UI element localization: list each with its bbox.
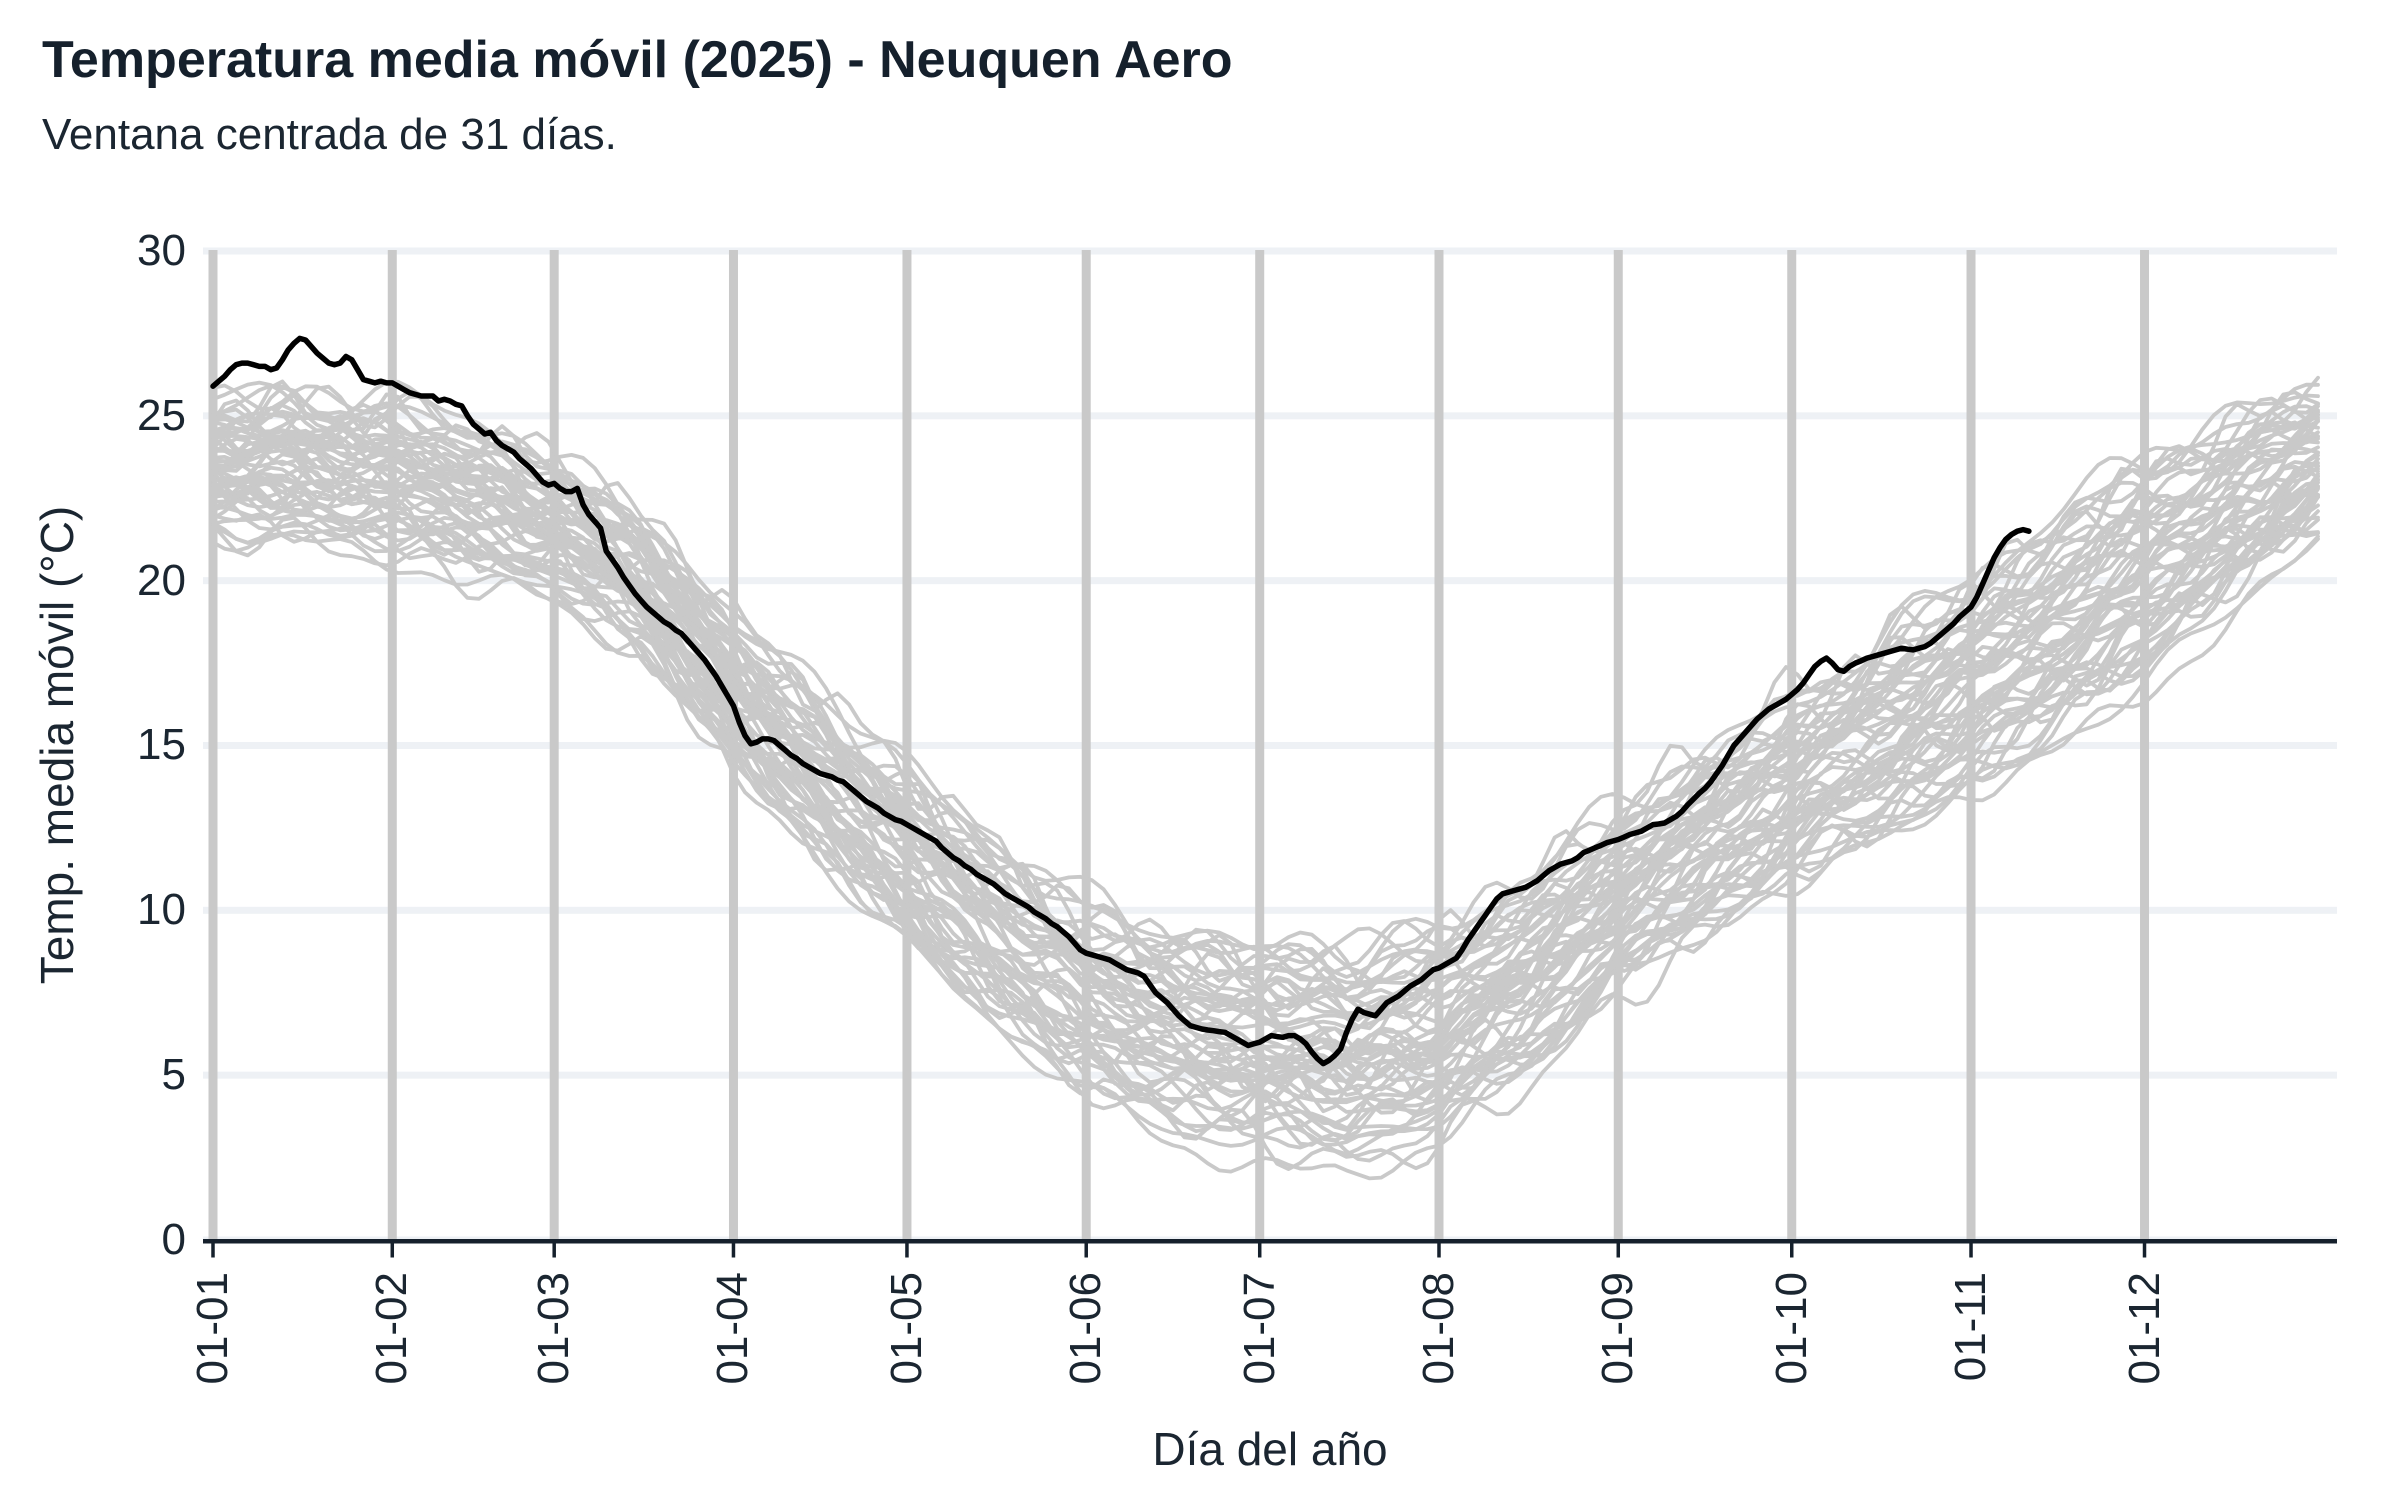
x-axis-tick-mark [1084, 1243, 1088, 1258]
vertical-gridline [208, 250, 218, 1240]
x-tick-label: 01-05 [881, 1272, 931, 1385]
x-axis-line [203, 1239, 2337, 1244]
historical-year-line [211, 480, 2320, 1131]
series-2025-line [210, 335, 2032, 1067]
x-axis-tick-mark [2142, 1243, 2147, 1258]
historical-year-line [211, 515, 2320, 1171]
vertical-gridline [2140, 250, 2150, 1240]
vertical-gridline [1613, 250, 1623, 1240]
x-axis-tick-mark [1616, 1243, 1621, 1258]
vertical-gridline [1081, 250, 1091, 1240]
x-axis-tick-mark [1790, 1243, 1794, 1258]
historical-year-line [211, 379, 2320, 992]
x-tick-label: 01-01 [188, 1272, 237, 1385]
x-tick-label: 01-07 [1234, 1272, 1284, 1385]
chart-title: Temperatura media móvil (2025) - Neuquen… [42, 31, 1233, 89]
x-tick-label: 01-12 [2119, 1272, 2169, 1385]
vertical-gridline [902, 250, 912, 1240]
horizontal-gridline [203, 741, 2337, 749]
vertical-gridline [387, 250, 397, 1240]
x-tick-label: 01-04 [708, 1272, 758, 1385]
historical-year-line [211, 485, 2320, 1141]
x-axis-title: Día del año [1152, 1423, 1388, 1475]
vertical-gridline [549, 250, 559, 1240]
x-axis-tick-mark [211, 1243, 215, 1258]
horizontal-gridline [203, 247, 2337, 255]
x-tick-label: 01-10 [1766, 1272, 1816, 1385]
x-tick-label: 01-08 [1413, 1272, 1463, 1385]
vertical-gridline [1434, 250, 1444, 1240]
y-axis-title: Temp. media móvil (°C) [31, 505, 83, 985]
x-axis-tick-mark [1969, 1243, 1973, 1258]
x-axis-tick-mark [731, 1243, 736, 1258]
historical-year-line [211, 409, 2320, 1000]
historical-year-line [211, 434, 2320, 1071]
historical-year-line [211, 384, 2320, 979]
y-tick-label: 25 [137, 390, 186, 440]
y-tick-label: 5 [161, 1050, 186, 1100]
y-tick-label: 15 [137, 720, 186, 770]
horizontal-gridline [203, 906, 2337, 914]
x-axis-tick-mark [1257, 1243, 1262, 1258]
x-axis-tick-mark [552, 1243, 556, 1258]
chart-subtitle: Ventana centrada de 31 días. [42, 110, 617, 159]
x-axis-tick-mark [905, 1243, 909, 1258]
horizontal-gridline [203, 412, 2337, 420]
y-tick-label: 10 [137, 885, 186, 935]
x-tick-label: 01-09 [1593, 1272, 1643, 1385]
vertical-gridline [1255, 250, 1265, 1240]
y-tick-label: 0 [161, 1215, 186, 1264]
x-tick-label: 01-03 [529, 1272, 579, 1385]
historical-year-line [211, 476, 2320, 1147]
x-tick-label: 01-11 [1946, 1272, 1996, 1382]
y-tick-label: 20 [137, 555, 186, 605]
x-axis-tick-mark [1437, 1243, 1441, 1258]
x-tick-label: 01-06 [1061, 1272, 1111, 1385]
historical-year-line [211, 531, 2320, 1181]
y-tick-label: 30 [137, 225, 186, 275]
x-axis-tick-mark [390, 1243, 395, 1258]
historical-year-line [211, 427, 2320, 1084]
x-tick-label: 01-02 [367, 1272, 417, 1385]
historical-year-line [211, 404, 2320, 1013]
horizontal-gridline [203, 577, 2337, 585]
